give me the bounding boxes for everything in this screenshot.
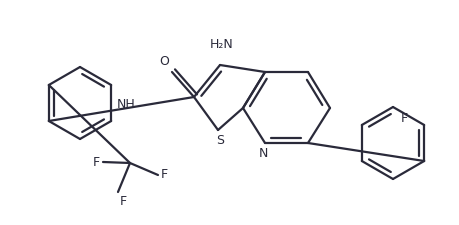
Text: O: O [159, 55, 169, 68]
Text: F: F [120, 195, 127, 208]
Text: F: F [401, 112, 408, 125]
Text: N: N [258, 147, 268, 160]
Text: H₂N: H₂N [210, 38, 234, 51]
Text: S: S [216, 134, 224, 147]
Text: F: F [161, 169, 168, 182]
Text: F: F [93, 155, 100, 169]
Text: NH: NH [117, 97, 136, 110]
